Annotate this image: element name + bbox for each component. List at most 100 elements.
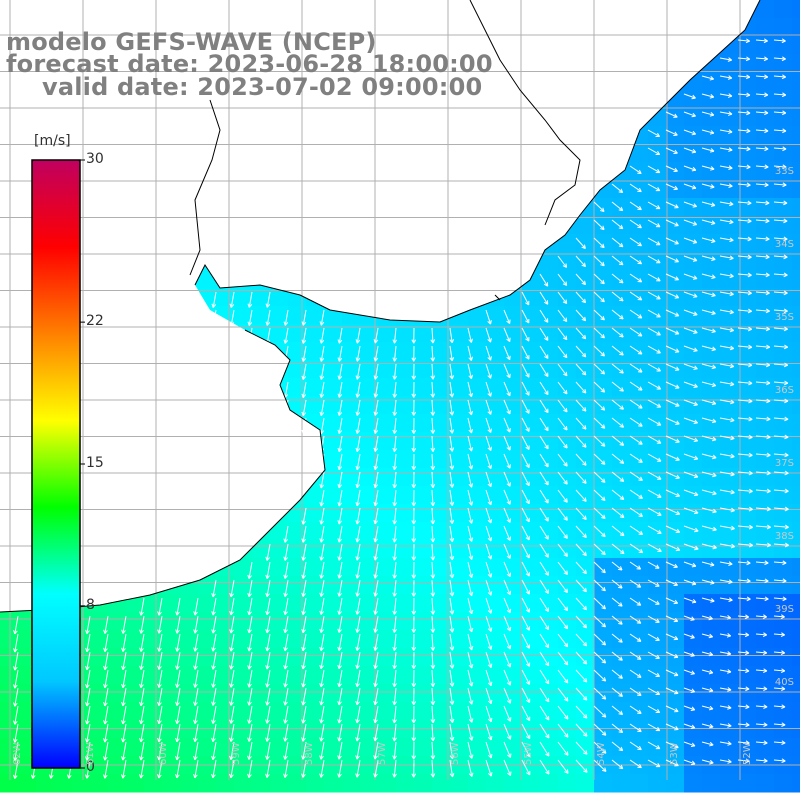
- wind-arrow: [373, 597, 379, 615]
- wind-arrow: [157, 633, 163, 652]
- wind-arrow: [575, 705, 588, 719]
- wind-arrow: [719, 93, 733, 98]
- wind-arrow: [411, 543, 417, 561]
- wind-arrow: [575, 561, 587, 575]
- wind-arrow: [157, 687, 163, 707]
- wind-arrow: [575, 741, 588, 755]
- wind-arrow: [737, 362, 753, 368]
- wind-arrow: [247, 561, 253, 580]
- wind-arrow: [647, 345, 661, 354]
- wind-arrow: [737, 488, 753, 494]
- wind-arrow: [139, 669, 145, 689]
- wind-arrow: [719, 129, 733, 134]
- wind-arrow: [373, 507, 379, 525]
- wind-arrow: [611, 561, 623, 571]
- wind-arrow: [755, 344, 771, 350]
- wind-arrow: [301, 723, 307, 742]
- wind-arrow: [593, 579, 606, 592]
- wind-arrow: [647, 741, 661, 750]
- wind-arrow: [701, 291, 716, 298]
- wind-arrow: [411, 363, 417, 380]
- wind-arrow: [557, 489, 568, 503]
- wind-arrow: [337, 453, 343, 471]
- wind-arrow: [575, 381, 587, 394]
- wind-arrow: [337, 471, 343, 489]
- wind-arrow: [539, 561, 549, 576]
- wind-arrow: [593, 435, 606, 447]
- longitude-label: 57W: [377, 742, 388, 765]
- wind-arrow: [467, 669, 474, 687]
- longitude-label: 56W: [450, 742, 461, 765]
- wind-arrow: [539, 669, 550, 685]
- wind-arrow: [557, 597, 569, 612]
- latitude-label: 37S: [774, 458, 794, 469]
- wind-arrow: [701, 273, 716, 279]
- wind-arrow: [503, 381, 511, 397]
- wind-arrow: [301, 705, 307, 724]
- lat-lon-grid: [0, 0, 800, 780]
- wind-arrow: [665, 201, 679, 209]
- wind-arrow: [193, 705, 199, 724]
- wind-arrow: [557, 525, 568, 539]
- wind-arrow: [575, 363, 587, 376]
- wind-arrow: [773, 218, 788, 224]
- wind-arrow: [665, 309, 680, 317]
- wind-arrow: [265, 723, 271, 742]
- wind-arrow: [701, 687, 714, 693]
- wind-arrow: [611, 219, 624, 230]
- wind-arrow: [755, 326, 770, 332]
- wind-arrow: [539, 597, 550, 612]
- wind-arrow: [411, 453, 417, 471]
- wind-arrow: [737, 668, 750, 674]
- wind-arrow: [701, 75, 714, 81]
- wind-arrow: [265, 669, 271, 688]
- wind-arrow: [629, 399, 643, 409]
- wind-arrow: [773, 722, 786, 728]
- wind-arrow: [755, 650, 768, 656]
- forecast-date: forecast date: 2023-06-28 18:00:00: [6, 50, 493, 78]
- wind-arrow: [485, 525, 493, 542]
- wind-arrow: [683, 309, 698, 316]
- wind-arrow: [575, 417, 587, 430]
- wind-arrow: [701, 309, 716, 316]
- wind-arrow: [265, 615, 271, 634]
- wind-arrow: [193, 687, 199, 706]
- wind-arrow: [737, 308, 752, 314]
- wind-arrow: [355, 507, 361, 525]
- wind-arrow: [392, 399, 398, 416]
- wind-arrow: [647, 417, 662, 426]
- wind-arrow: [539, 615, 550, 631]
- wind-arrow: [211, 291, 217, 308]
- wind-arrow: [467, 399, 474, 416]
- wind-arrow: [85, 615, 91, 634]
- wind-arrow: [392, 561, 398, 579]
- wind-arrow: [719, 219, 734, 225]
- longitude-label: 62W: [12, 742, 23, 765]
- wind-arrow: [211, 669, 217, 688]
- wind-arrow: [193, 741, 199, 761]
- wind-arrow: [319, 705, 325, 724]
- wind-arrow: [485, 561, 493, 578]
- wind-arrow: [773, 650, 786, 656]
- wind-arrow: [737, 416, 753, 422]
- wind-arrow: [755, 542, 772, 548]
- wind-arrow: [503, 759, 512, 776]
- wind-arrow: [719, 417, 735, 423]
- wind-arrow: [301, 579, 307, 597]
- wind-arrow: [485, 399, 492, 415]
- wind-arrow: [611, 687, 623, 697]
- wind-arrow: [539, 489, 549, 504]
- valid-date: valid date: 2023-07-02 09:00:00: [42, 73, 483, 101]
- wind-arrow: [557, 381, 568, 395]
- colorbar: [31, 159, 85, 769]
- wind-arrow: [467, 345, 473, 361]
- wind-arrow: [319, 741, 325, 760]
- wind-arrow: [449, 363, 455, 380]
- wind-arrow: [430, 561, 436, 579]
- coastline-path: [0, 0, 761, 613]
- wind-arrow: [337, 561, 343, 579]
- wind-arrow: [319, 345, 325, 362]
- wind-arrow: [392, 381, 398, 398]
- wind-arrow: [247, 615, 253, 634]
- wind-arrow: [449, 615, 455, 633]
